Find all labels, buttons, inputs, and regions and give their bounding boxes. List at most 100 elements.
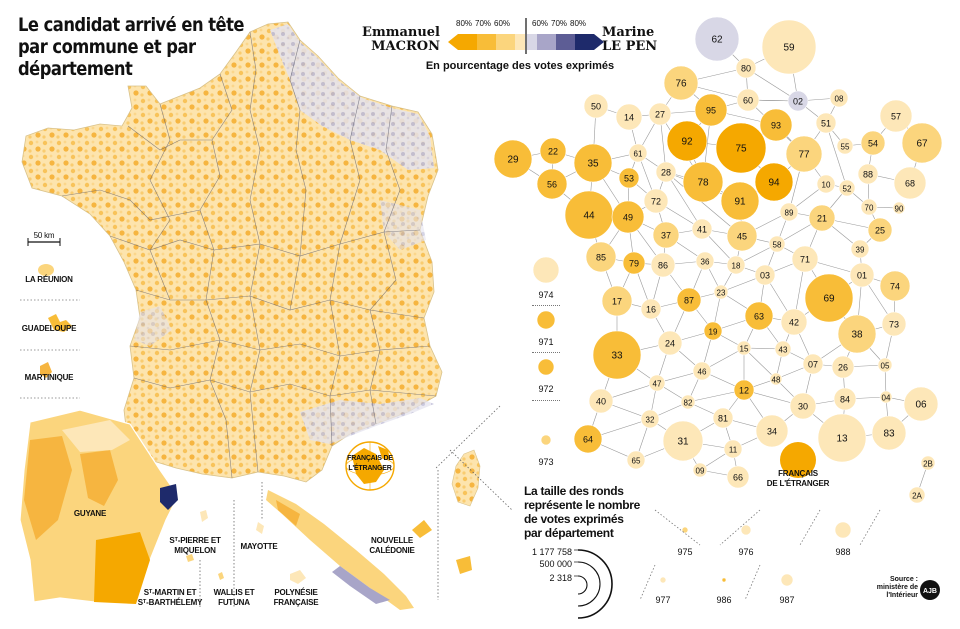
overseas-divider-0 xyxy=(654,509,701,546)
bubble-label-987: 987 xyxy=(779,595,794,605)
legend-pct-right-70: 70% xyxy=(551,19,568,28)
bubble-label-50: 50 xyxy=(591,102,601,112)
label-polynesie-line-1: POLYNÉSIE xyxy=(274,588,318,597)
bubble-label-60: 60 xyxy=(743,96,753,106)
label-spm-line-1: Sᵀ-PIERRE ET xyxy=(169,536,221,545)
bubble-label-89: 89 xyxy=(785,209,794,218)
bubble-label-49: 49 xyxy=(623,213,633,223)
label-polynesie: POLYNÉSIE FRANÇAISE xyxy=(264,588,328,608)
bubble-label-28: 28 xyxy=(661,168,671,178)
bubble-label-45: 45 xyxy=(737,232,747,242)
bubble-size-legend xyxy=(574,509,881,619)
bubble-35 xyxy=(573,143,613,183)
bubble-977 xyxy=(659,576,667,584)
bubble-973 xyxy=(540,434,552,446)
bubble-label-38: 38 xyxy=(851,330,863,341)
separator-974 xyxy=(532,305,560,306)
legend-left-candidate: Emmanuel MACRON xyxy=(360,26,440,54)
overseas-divider-4 xyxy=(744,564,761,601)
bubble-04 xyxy=(879,390,893,404)
link-51-52 xyxy=(825,122,848,189)
bubble-91 xyxy=(720,181,760,221)
legend-pct-left-80: 80% xyxy=(456,19,473,28)
bubble-52 xyxy=(838,179,856,197)
overseas-divider-3 xyxy=(639,564,656,601)
bubble-label-11: 11 xyxy=(729,446,738,455)
bubble-83 xyxy=(871,415,907,451)
bubble-label-29: 29 xyxy=(507,155,519,166)
label-stmartin-line-1: Sᵀ-MARTIN ET xyxy=(143,588,197,597)
legend-pct-right-80: 80% xyxy=(570,19,587,28)
bubble-label-977: 977 xyxy=(655,595,670,605)
guadeloupe-island xyxy=(48,314,72,332)
reunion-island xyxy=(38,264,54,276)
bubble-note-line-4: par département xyxy=(524,526,614,540)
martinique-island xyxy=(40,362,52,378)
bubble-label-65: 65 xyxy=(632,457,641,466)
bubble-01 xyxy=(849,262,875,288)
abroad-label-line-1: FRANÇAIS xyxy=(778,469,818,478)
bubble-label-79: 79 xyxy=(629,259,639,269)
inset-frame-lines xyxy=(199,405,513,608)
bubble-14 xyxy=(615,103,643,131)
stmartin-island xyxy=(186,554,194,562)
bubble-label-53: 53 xyxy=(624,174,634,184)
bubble-95 xyxy=(694,93,728,127)
legend-swatch-right-70 xyxy=(556,34,575,50)
bubble-92 xyxy=(666,120,708,162)
bubble-88 xyxy=(857,163,879,185)
bubble-81 xyxy=(712,407,734,429)
bubble-label-73: 73 xyxy=(889,320,899,330)
lp-area-north xyxy=(270,24,434,170)
bubble-label-34: 34 xyxy=(767,427,777,437)
legend-subtitle: En pourcentage des votes exprimés xyxy=(425,60,615,72)
label-wallis-futuna: WALLIS ET FUTUNA xyxy=(206,588,262,608)
bubble-17 xyxy=(601,285,633,317)
bubble-label-971: 971 xyxy=(538,337,553,347)
label-wallis-line-1: WALLIS ET xyxy=(213,588,255,597)
bubble-19 xyxy=(703,321,723,341)
bubble-label-70: 70 xyxy=(865,204,874,213)
bubble-25 xyxy=(867,217,893,243)
bubble-94 xyxy=(754,162,794,202)
separator-971 xyxy=(532,352,560,353)
bubble-label-15: 15 xyxy=(740,345,749,354)
bubble-27 xyxy=(648,102,672,126)
bubble-label-55: 55 xyxy=(841,143,850,152)
bubble-86 xyxy=(650,252,676,278)
bubble-nodes: 62 59 80 76 60 02 08 50 14 27 95 93 51 57 29 22 35 61 92 75… xyxy=(493,16,943,605)
bubble-06 xyxy=(903,386,939,422)
bubble-label-90: 90 xyxy=(895,205,904,214)
source-note: Source : ministère de l'Intérieur xyxy=(862,576,918,600)
bubble-36 xyxy=(695,251,715,271)
bubble-65 xyxy=(626,450,646,470)
label-wallis-line-2: FUTUNA xyxy=(218,598,250,607)
legend-arrow-right-icon xyxy=(594,34,604,50)
bubble-label-75: 75 xyxy=(735,144,747,155)
bubble-label-07: 07 xyxy=(808,360,818,370)
bubble-label-94: 94 xyxy=(768,178,780,189)
bubble-61 xyxy=(628,143,648,163)
bubble-label-18: 18 xyxy=(732,262,741,271)
title-line-2: par commune et par département xyxy=(18,36,196,80)
bubble-label-12: 12 xyxy=(739,386,749,396)
nouvelle-caledonie-island xyxy=(266,490,414,610)
caledonie-c1-area xyxy=(276,500,300,526)
bubble-label-68: 68 xyxy=(905,179,915,189)
bubble-40 xyxy=(588,388,614,414)
label-polynesie-line-2: FRANÇAISE xyxy=(273,598,319,607)
label-mayotte: MAYOTTE xyxy=(240,542,278,551)
lp-area-med xyxy=(300,398,434,444)
bubble-53 xyxy=(618,167,640,189)
source-line-2: ministère de xyxy=(876,584,918,591)
abroad-label-line-2: DE L'ÉTRANGER xyxy=(766,479,830,488)
size-arc-1 xyxy=(577,561,601,607)
legend-right-last-name: LE PEN xyxy=(602,39,658,54)
bubble-label-58: 58 xyxy=(773,241,782,250)
legend-swatch-left-50 xyxy=(515,34,525,50)
bubble-label-83: 83 xyxy=(883,429,895,440)
bubble-18 xyxy=(726,255,746,275)
size-scale-max: 1 177 758 xyxy=(531,547,572,557)
bubble-31 xyxy=(662,420,704,462)
bubble-975 xyxy=(681,526,689,534)
